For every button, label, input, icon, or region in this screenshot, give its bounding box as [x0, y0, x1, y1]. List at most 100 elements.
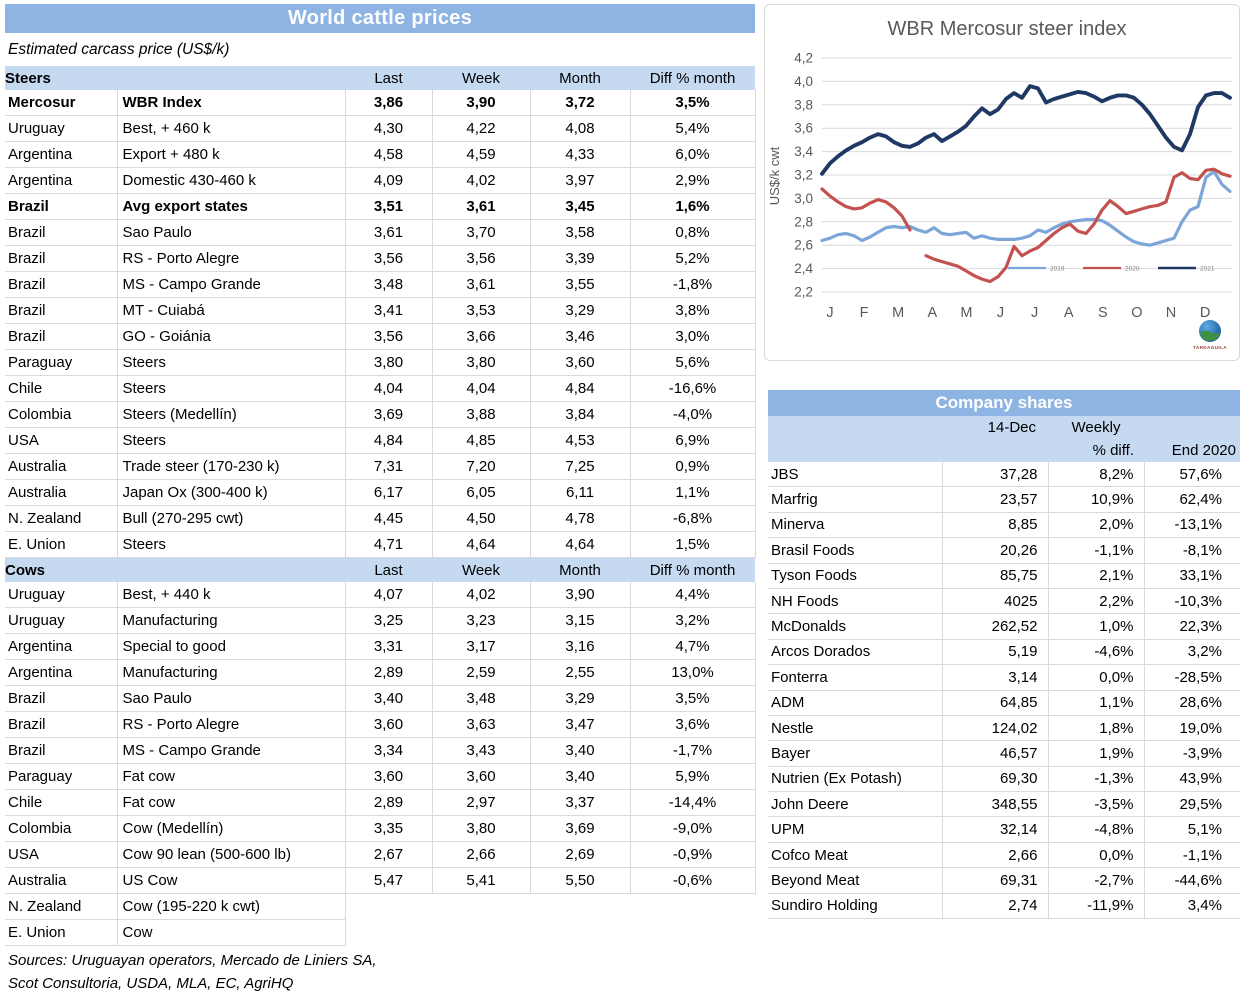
cell-weekly-diff: -1,1%: [1047, 537, 1144, 564]
cell-diff-pct-month: 5,2%: [629, 245, 756, 272]
cell-price: 3,14: [941, 664, 1048, 691]
table-row: Paraguay Steers 3,80 3,80 3,60 5,6%: [5, 349, 756, 376]
svg-text:2,6: 2,6: [794, 238, 813, 253]
cell-description: Steers: [116, 375, 345, 402]
svg-text:O: O: [1131, 305, 1142, 321]
company-row: Bayer 46,57 1,9% -3,9%: [768, 740, 1240, 767]
cell-price: 20,26: [941, 537, 1048, 564]
chart-title: WBR Mercosur steer index: [888, 18, 1127, 40]
cell-month: 4,08: [529, 115, 630, 142]
cell-month: 4,78: [529, 505, 630, 532]
svg-text:F: F: [860, 305, 869, 321]
cell-description: Trade steer (170-230 k): [116, 453, 345, 480]
cell-end-2020: 3,2%: [1143, 639, 1240, 666]
cell-last: 3,69: [344, 401, 432, 428]
cell-month: 3,40: [529, 763, 630, 790]
cell-month: 3,39: [529, 245, 630, 272]
cell-weekly-diff: 1,1%: [1047, 690, 1144, 716]
company-row: Marfrig 23,57 10,9% 62,4%: [768, 486, 1240, 513]
cell-description: Cow (195-220 k cwt): [116, 893, 345, 920]
cell-description: Japan Ox (300-400 k): [116, 479, 345, 506]
svg-text:3,4: 3,4: [794, 144, 813, 159]
header-pct-diff: % diff.: [1048, 439, 1144, 462]
table-row: Australia US Cow 5,47 5,41 5,50 -0,6%: [5, 867, 756, 894]
cell-month: 3,60: [529, 349, 630, 376]
cell-diff-pct-month: 3,0%: [629, 323, 756, 350]
cell-country: Argentina: [5, 167, 117, 194]
table-row: N. Zealand Cow (195-220 k cwt): [5, 893, 755, 920]
column-header-diff: Diff % month: [630, 557, 755, 582]
cell-description: Special to good: [116, 633, 345, 660]
cell-weekly-diff: -11,9%: [1047, 893, 1144, 920]
company-row: JBS 37,28 8,2% 57,6%: [768, 462, 1240, 488]
cell-last: 3,56: [344, 245, 432, 272]
section-header-steers: Steers Last Week Month Diff % month: [5, 66, 755, 90]
table-row: Brazil GO - Goiánia 3,56 3,66 3,46 3,0%: [5, 323, 756, 350]
company-row: Nestle 124,02 1,8% 19,0%: [768, 715, 1240, 742]
cell-week: 3,56: [431, 245, 530, 272]
steer-index-chart: WBR Mercosur steer index US$/k cwt 2,22,…: [767, 18, 1232, 350]
cell-week: 4,04: [431, 375, 530, 402]
table-row: N. Zealand Bull (270-295 cwt) 4,45 4,50 4,78…: [5, 505, 756, 532]
table-row: Paraguay Fat cow 3,60 3,60 3,40 5,9%: [5, 763, 756, 790]
cell-week: 4,64: [431, 531, 530, 558]
cell-diff-pct-month: [630, 920, 755, 946]
cell-end-2020: 43,9%: [1143, 766, 1240, 793]
legend-entry-2021: 2021: [1158, 265, 1215, 272]
cell-country: N. Zealand: [5, 505, 117, 532]
cell-week: 3,53: [431, 297, 530, 324]
cell-month: 4,64: [529, 531, 630, 558]
company-row: ADM 64,85 1,1% 28,6%: [768, 690, 1240, 716]
cell-diff-pct-month: 13,0%: [629, 659, 756, 686]
cell-end-2020: 5,1%: [1143, 816, 1240, 843]
cell-diff-pct-month: 5,4%: [629, 115, 756, 142]
cell-description: Steers: [116, 349, 345, 376]
cell-description: Sao Paulo: [116, 685, 345, 712]
cell-company-name: Beyond Meat: [768, 867, 942, 894]
cell-last: 3,60: [344, 763, 432, 790]
cell-week: 6,05: [431, 479, 530, 506]
cell-description: RS - Porto Alegre: [116, 711, 345, 738]
cell-price: 37,28: [941, 462, 1048, 488]
cell-description: Avg export states: [116, 193, 345, 220]
cell-diff-pct-month: 6,9%: [629, 427, 756, 454]
sources-line-1: Sources: Uruguayan operators, Mercado de…: [8, 952, 377, 969]
cell-week: 2,66: [431, 841, 530, 868]
table-row: Argentina Special to good 3,31 3,17 3,16 4,7%: [5, 633, 756, 660]
cell-month: [530, 920, 630, 946]
cell-company-name: JBS: [768, 462, 942, 488]
cell-diff-pct-month: -9,0%: [629, 815, 756, 842]
table-row: Chile Fat cow 2,89 2,97 3,37 -14,4%: [5, 789, 756, 816]
cell-company-name: Nutrien (Ex Potash): [768, 766, 942, 793]
cell-month: 3,58: [529, 219, 630, 246]
cell-week: 3,88: [431, 401, 530, 428]
cell-price: 46,57: [941, 740, 1048, 767]
cell-month: 3,72: [529, 90, 630, 116]
cell-price: 69,31: [941, 867, 1048, 894]
cell-month: 5,50: [529, 867, 630, 894]
cell-week: 3,23: [431, 607, 530, 634]
table-row: Uruguay Best, + 440 k 4,07 4,02 3,90 4,4%: [5, 582, 756, 608]
cell-diff-pct-month: 0,8%: [629, 219, 756, 246]
table-row: Mercosur WBR Index 3,86 3,90 3,72 3,5%: [5, 90, 756, 116]
cell-week: 3,61: [431, 271, 530, 298]
column-header-week: Week: [432, 66, 530, 90]
cell-week: 3,48: [431, 685, 530, 712]
cell-country: Brazil: [5, 271, 117, 298]
cell-week: 3,70: [431, 219, 530, 246]
cell-country: Uruguay: [5, 115, 117, 142]
cell-month: 3,15: [529, 607, 630, 634]
table-row: Brazil Avg export states 3,51 3,61 3,45 1,6%: [5, 193, 756, 220]
cell-diff-pct-month: -16,6%: [629, 375, 756, 402]
table-row: Brazil Sao Paulo 3,40 3,48 3,29 3,5%: [5, 685, 756, 712]
cell-last: 3,35: [344, 815, 432, 842]
table-row: Australia Trade steer (170-230 k) 7,31 7,20…: [5, 453, 756, 480]
column-header-month: Month: [530, 557, 630, 582]
cell-country: Brazil: [5, 193, 117, 220]
cell-price: 23,57: [941, 486, 1048, 513]
cell-description: Fat cow: [116, 763, 345, 790]
cell-company-name: NH Foods: [768, 588, 942, 615]
cell-description: Domestic 430-460 k: [116, 167, 345, 194]
table-row: Chile Steers 4,04 4,04 4,84 -16,6%: [5, 375, 756, 402]
